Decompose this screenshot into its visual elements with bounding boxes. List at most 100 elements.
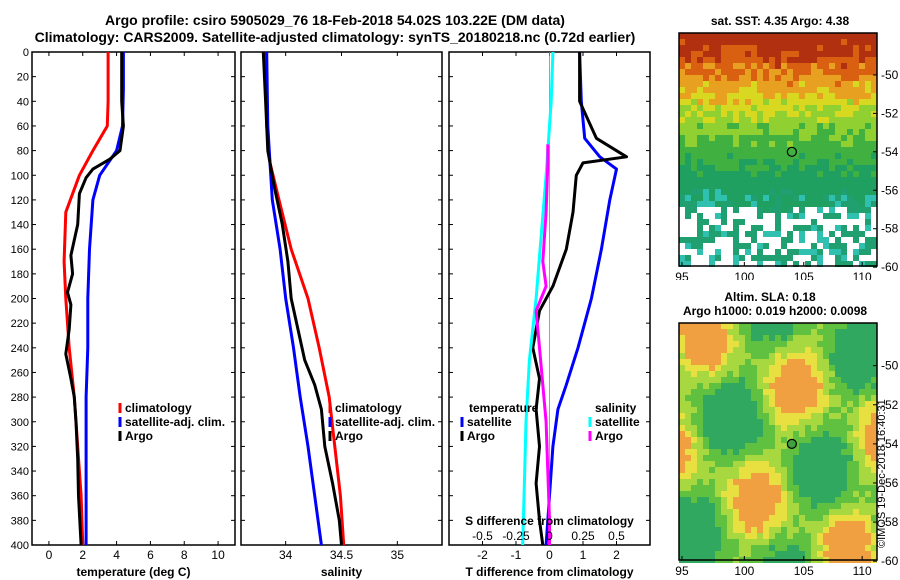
map-cell xyxy=(715,63,721,69)
map-cell xyxy=(775,249,781,255)
map-cell xyxy=(709,153,715,159)
map-cell xyxy=(685,69,691,75)
map-cell xyxy=(859,63,865,69)
map-cell xyxy=(847,395,853,401)
x-tick-label: 0 xyxy=(546,548,553,562)
map-y-tick-label: -54 xyxy=(881,145,899,159)
map-cell xyxy=(829,231,835,237)
map-cell xyxy=(697,461,703,467)
map-cell xyxy=(787,461,793,467)
map-cell xyxy=(817,341,823,347)
map-cell xyxy=(805,485,811,491)
map-cell xyxy=(709,177,715,183)
map-cell xyxy=(829,99,835,105)
map-cell xyxy=(763,431,769,437)
map-cell xyxy=(847,147,853,153)
map-cell xyxy=(721,377,727,383)
map-cell xyxy=(733,545,739,551)
map-cell xyxy=(739,473,745,479)
map-cell xyxy=(805,449,811,455)
map-cell xyxy=(799,87,805,93)
map-cell xyxy=(859,341,865,347)
map-cell xyxy=(679,539,685,545)
map-cell xyxy=(763,147,769,153)
map-cell xyxy=(781,509,787,515)
map-cell xyxy=(853,87,859,93)
map-cell xyxy=(709,443,715,449)
map-cell xyxy=(775,413,781,419)
map-cell xyxy=(769,491,775,497)
map-cell xyxy=(787,189,793,195)
map-cell xyxy=(769,75,775,81)
map-cell xyxy=(817,249,823,255)
map-cell xyxy=(769,117,775,123)
map-cell xyxy=(721,231,727,237)
map-cell xyxy=(817,491,823,497)
map-cell xyxy=(709,237,715,243)
map-cell xyxy=(697,449,703,455)
map-cell xyxy=(871,455,877,461)
map-cell xyxy=(787,395,793,401)
map-cell xyxy=(763,515,769,521)
map-cell xyxy=(859,195,865,201)
map-cell xyxy=(733,51,739,57)
map-cell xyxy=(793,353,799,359)
map-cell xyxy=(733,461,739,467)
map-cell xyxy=(865,219,871,225)
map-cell xyxy=(685,33,691,39)
map-cell xyxy=(799,207,805,213)
map-cell xyxy=(781,371,787,377)
map-cell xyxy=(769,437,775,443)
map-cell xyxy=(721,449,727,455)
map-cell xyxy=(715,521,721,527)
map-cell xyxy=(703,449,709,455)
map-cell xyxy=(799,323,805,329)
map-cell xyxy=(721,153,727,159)
map-cell xyxy=(847,479,853,485)
map-cell xyxy=(775,135,781,141)
map-cell xyxy=(763,479,769,485)
map-cell xyxy=(865,129,871,135)
map-cell xyxy=(745,323,751,329)
map-cell xyxy=(703,467,709,473)
map-cell xyxy=(775,75,781,81)
map-cell xyxy=(859,533,865,539)
map-cell xyxy=(841,225,847,231)
map-cell xyxy=(691,87,697,93)
map-cell xyxy=(685,93,691,99)
map-cell xyxy=(769,407,775,413)
map-cell xyxy=(865,425,871,431)
map-cell xyxy=(853,425,859,431)
map-cell xyxy=(829,51,835,57)
map-cell xyxy=(691,341,697,347)
map-cell xyxy=(709,533,715,539)
map-cell xyxy=(685,389,691,395)
map-cell xyxy=(745,419,751,425)
map-cell xyxy=(757,111,763,117)
map-cell xyxy=(835,195,841,201)
map-cell xyxy=(751,347,757,353)
map-cell xyxy=(739,401,745,407)
map-cell xyxy=(799,503,805,509)
sst-map-title: sat. SST: 4.35 Argo: 4.38 xyxy=(710,14,850,28)
map-cell xyxy=(823,323,829,329)
map-cell xyxy=(829,105,835,111)
map-cell xyxy=(709,69,715,75)
map-cell xyxy=(847,183,853,189)
map-cell xyxy=(745,455,751,461)
map-cell xyxy=(703,365,709,371)
map-cell xyxy=(841,347,847,353)
map-cell xyxy=(829,117,835,123)
map-cell xyxy=(709,87,715,93)
map-cell xyxy=(817,455,823,461)
map-cell xyxy=(739,431,745,437)
map-cell xyxy=(697,105,703,111)
map-cell xyxy=(823,521,829,527)
map-cell xyxy=(733,225,739,231)
map-cell xyxy=(811,195,817,201)
map-cell xyxy=(829,551,835,557)
map-frame xyxy=(678,32,878,267)
map-cell xyxy=(787,87,793,93)
x-tick-label: 2 xyxy=(79,548,86,562)
map-cell xyxy=(787,237,793,243)
